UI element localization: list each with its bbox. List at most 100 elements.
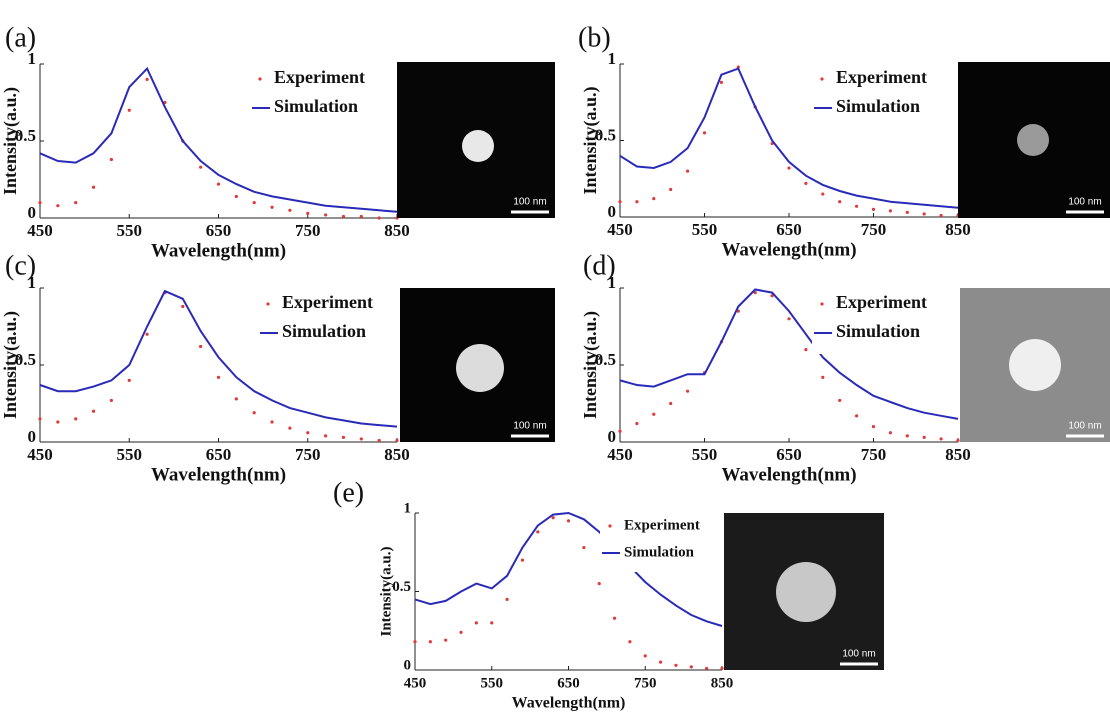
legend-label: Experiment — [836, 67, 927, 87]
scale-bar-label: 100 nm — [842, 649, 875, 660]
experiment-point — [674, 664, 677, 667]
experiment-point — [635, 200, 638, 203]
panel-label: (b) — [578, 22, 611, 53]
experiment-point — [38, 417, 41, 420]
y-tick-label: 0 — [404, 657, 412, 673]
experiment-point — [618, 200, 621, 203]
experiment-point — [618, 430, 621, 433]
experiment-point — [110, 158, 113, 161]
y-tick-label: 1 — [28, 49, 37, 68]
x-tick-label: 750 — [634, 675, 657, 691]
experiment-point — [56, 420, 59, 423]
scale-bar-label: 100 nm — [1068, 421, 1101, 432]
experiment-point — [253, 201, 256, 204]
particle — [456, 344, 504, 392]
x-axis-label: Wavelength(nm) — [151, 240, 286, 261]
experiment-point — [720, 667, 723, 670]
x-axis-label: Wavelength(nm) — [721, 464, 856, 485]
x-tick-label: 750 — [861, 220, 887, 239]
experiment-point — [199, 166, 202, 169]
experiment-point — [652, 413, 655, 416]
experiment-point — [628, 640, 631, 643]
experiment-point — [92, 410, 95, 413]
legend-label: Simulation — [836, 96, 920, 116]
y-axis-label: Intensity(a.u.) — [0, 311, 21, 419]
legend-label: Experiment — [624, 517, 700, 533]
experiment-point — [413, 640, 416, 643]
particle — [462, 130, 494, 162]
x-tick-label: 650 — [776, 220, 802, 239]
scale-bar-label: 100 nm — [1068, 197, 1101, 208]
particle — [1009, 339, 1061, 391]
experiment-point — [635, 422, 638, 425]
experiment-point — [235, 195, 238, 198]
experiment-point — [110, 399, 113, 402]
experiment-point — [720, 81, 723, 84]
x-axis-label: Wavelength(nm) — [512, 695, 626, 712]
scale-bar-label: 100 nm — [513, 197, 546, 208]
experiment-point — [659, 661, 662, 664]
experiment-point — [306, 212, 309, 215]
experiment-point — [199, 345, 202, 348]
y-axis-label: Intensity(a.u.) — [580, 86, 601, 194]
x-tick-label: 550 — [117, 221, 143, 240]
x-tick-label: 550 — [117, 445, 143, 464]
experiment-point — [360, 437, 363, 440]
experiment-point — [613, 617, 616, 620]
experiment-point — [490, 621, 493, 624]
experiment-point — [686, 390, 689, 393]
x-axis-label: Wavelength(nm) — [151, 464, 286, 485]
experiment-point — [38, 201, 41, 204]
x-tick-label: 450 — [607, 220, 633, 239]
experiment-point — [872, 425, 875, 428]
experiment-point — [855, 414, 858, 417]
particle — [1017, 124, 1049, 156]
x-tick-label: 850 — [384, 221, 410, 240]
experiment-point — [74, 417, 77, 420]
experiment-point — [582, 546, 585, 549]
experiment-point — [821, 192, 824, 195]
x-tick-label: 450 — [404, 675, 427, 691]
experiment-point — [324, 213, 327, 216]
experiment-point — [787, 317, 790, 320]
experiment-point — [923, 436, 926, 439]
experiment-point — [669, 188, 672, 191]
experiment-point — [288, 427, 291, 430]
experiment-point — [567, 519, 570, 522]
x-tick-label: 450 — [27, 445, 53, 464]
experiment-point — [940, 214, 943, 217]
experiment-point — [703, 131, 706, 134]
y-tick-label: 0 — [608, 202, 617, 221]
experiment-point — [378, 216, 381, 219]
experiment-point — [521, 559, 524, 562]
experiment-point — [906, 434, 909, 437]
legend-label: Experiment — [274, 67, 365, 87]
y-tick-label: 1 — [404, 500, 412, 516]
experiment-point — [270, 206, 273, 209]
experiment-point — [690, 665, 693, 668]
y-tick-label: 0.5 — [392, 579, 411, 595]
experiment-point — [146, 333, 149, 336]
experiment-point — [705, 667, 708, 670]
experiment-point — [288, 209, 291, 212]
legend-symbol — [820, 77, 823, 80]
experiment-point — [889, 431, 892, 434]
experiment-point — [923, 212, 926, 215]
experiment-point — [74, 201, 77, 204]
experiment-point — [444, 639, 447, 642]
experiment-point — [146, 78, 149, 81]
experiment-point — [270, 420, 273, 423]
experiment-point — [906, 211, 909, 214]
x-tick-label: 650 — [557, 675, 580, 691]
x-axis-label: Wavelength(nm) — [721, 239, 856, 260]
legend-label: Simulation — [624, 544, 695, 560]
y-tick-label: 0 — [608, 427, 617, 446]
experiment-point — [128, 379, 131, 382]
experiment-point — [787, 166, 790, 169]
x-tick-label: 850 — [945, 220, 971, 239]
experiment-point — [235, 397, 238, 400]
legend-symbol — [820, 302, 823, 305]
x-tick-label: 450 — [27, 221, 53, 240]
experiment-point — [360, 215, 363, 218]
x-tick-label: 550 — [692, 220, 718, 239]
